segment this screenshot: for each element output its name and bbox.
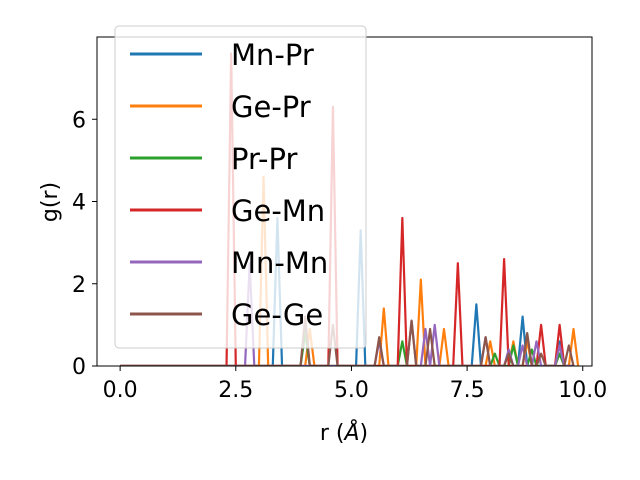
legend: Mn-Pr Ge-Pr Pr-Pr Ge-Mn Mn-Mn Ge-Ge [114,25,367,349]
y-tick-label: 6 [72,108,86,133]
y-tick-label: 0 [72,355,86,380]
legend-label: Mn-Pr [231,38,314,72]
y-tick-label: 4 [72,191,86,216]
x-axis-unit: Å [342,419,359,446]
legend-items: Mn-Pr Ge-Pr Pr-Pr Ge-Mn Mn-Mn Ge-Ge [130,38,328,332]
x-axis-ticks: 0.0 2.5 5.0 7.5 10.0 [103,366,607,403]
x-tick-label: 7.5 [450,378,485,403]
x-tick-label: 10.0 [558,378,607,403]
legend-label: Ge-Ge [231,298,323,332]
x-tick-label: 2.5 [218,378,253,403]
y-tick-label: 2 [72,273,86,298]
legend-label: Ge-Pr [231,90,311,124]
x-axis-label: r (Å) [320,419,368,446]
legend-label: Mn-Mn [231,246,328,280]
legend-label: Pr-Pr [231,142,297,176]
legend-label: Ge-Mn [231,194,325,228]
y-axis-label: g(r) [38,182,63,222]
y-axis-ticks: 0 2 4 6 [72,108,97,380]
series-line-ge-ge [120,315,575,366]
x-tick-label: 0.0 [103,378,138,403]
x-tick-label: 5.0 [334,378,369,403]
